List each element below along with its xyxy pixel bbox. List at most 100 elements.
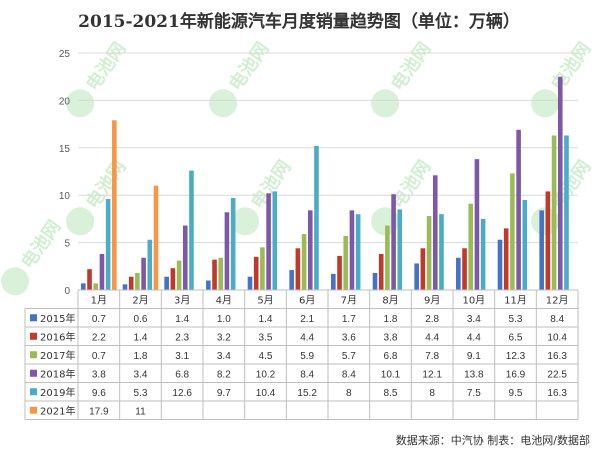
data-table: 1月 2月 3月 4月 5月 6月 7月 8月 9月 10月 11月 12月 2015年 0.7 0.6 1.… (24, 289, 579, 420)
y-tick-label: 25 (59, 49, 71, 60)
data-label: 5.3 (134, 388, 148, 399)
data-label: 6.8 (175, 369, 189, 380)
bar-2018年-9月 (432, 175, 438, 290)
data-label: 8.4 (300, 369, 314, 380)
legend-label: 2016年 (40, 330, 75, 343)
bar-2016年-7月 (337, 255, 342, 290)
y-tick-label: 20 (59, 96, 71, 107)
category-label: 2月 (132, 294, 148, 306)
watermark-logo-icon (231, 207, 260, 236)
data-label: 4.4 (467, 332, 481, 343)
watermark-text: 电池网 (224, 38, 273, 95)
bar-2015年-8月 (372, 272, 378, 290)
data-label: 15.2 (297, 388, 317, 399)
bar-2018年-12月 (557, 76, 563, 290)
bar-2017年-4月 (218, 257, 224, 290)
data-label: 5.7 (342, 351, 356, 362)
legend-label: 2018年 (40, 367, 75, 380)
bar-2017年-8月 (385, 225, 390, 290)
data-label: 12.3 (506, 351, 526, 362)
data-label: 10.4 (547, 332, 567, 343)
legend-label: 2019年 (40, 386, 75, 399)
bar-2015年-11月 (497, 239, 503, 290)
category-label: 6月 (299, 294, 315, 306)
data-label: 9.7 (217, 388, 231, 399)
data-label: 8.4 (550, 314, 564, 325)
legend-swatch (30, 388, 37, 396)
category-label: 3月 (174, 294, 190, 306)
data-label: 4.4 (425, 332, 439, 343)
watermark-logo-icon (531, 89, 560, 118)
category-label: 8月 (382, 294, 398, 306)
bar-2018年-10月 (474, 159, 480, 290)
data-label: 2.2 (92, 332, 106, 343)
bar-2018年-1月 (99, 253, 105, 290)
bar-2017年-7月 (343, 235, 349, 290)
bar-2019年-8月 (397, 209, 403, 290)
data-label: 11 (135, 406, 146, 417)
data-label: 9.6 (92, 388, 106, 399)
data-label: 16.9 (506, 369, 526, 380)
chart-title: 2015-2021年新能源汽车月度销量趋势图（单位：万辆） (78, 11, 520, 32)
data-label: 3.4 (134, 369, 148, 380)
data-label: 7.8 (425, 351, 439, 362)
bar-2018年-3月 (182, 225, 188, 290)
bar-2017年-10月 (468, 203, 474, 290)
data-label: 1.4 (259, 314, 273, 325)
y-tick-label: 5 (64, 239, 70, 250)
data-label: 2.1 (300, 314, 314, 325)
data-label: 3.4 (217, 351, 231, 362)
watermark-logo-icon (209, 89, 238, 118)
bar-2016年-11月 (503, 228, 509, 290)
data-label: 9.1 (467, 351, 481, 362)
data-label: 8.5 (384, 388, 398, 399)
bar-2016年-5月 (253, 256, 259, 290)
bar-2015年-6月 (289, 270, 294, 290)
data-label: 0.7 (92, 314, 106, 325)
bar-2021年-1月 (112, 120, 117, 290)
bar-2017年-3月 (176, 260, 182, 290)
data-label: 10.4 (256, 388, 276, 399)
watermark-mark: 电池网 (66, 38, 130, 118)
data-label: 0.7 (92, 351, 106, 362)
bar-2015年-4月 (206, 280, 211, 290)
data-label: 17.9 (89, 406, 109, 417)
legend-swatch (30, 406, 37, 414)
data-label: 8.4 (342, 369, 356, 380)
bar-2016年-2月 (128, 276, 134, 290)
watermark-text: 电池网 (386, 38, 435, 95)
bar-2015年-5月 (247, 276, 253, 290)
data-label: 10.1 (381, 369, 401, 380)
watermark-text: 电池网 (81, 38, 130, 95)
data-label: 16.3 (547, 388, 567, 399)
bar-2015年-10月 (456, 257, 461, 290)
bar-2017年-11月 (510, 173, 515, 290)
data-label: 16.3 (547, 351, 567, 362)
data-label: 3.1 (175, 351, 189, 362)
bar-2018年-6月 (307, 210, 313, 290)
category-label: 7月 (341, 294, 357, 306)
data-label: 3.5 (259, 332, 273, 343)
bar-2015年-9月 (414, 263, 419, 290)
bar-2019年-9月 (439, 214, 444, 290)
watermark-text: 电池网 (16, 216, 65, 273)
category-label: 1月 (91, 294, 107, 306)
bar-2017年-1月 (93, 283, 99, 290)
gridlines (78, 52, 578, 291)
watermark-logo-icon (1, 267, 30, 296)
bar-2019年-3月 (189, 170, 194, 290)
category-label: 10月 (462, 294, 485, 306)
data-label: 6.8 (384, 351, 398, 362)
bar-2021年-2月 (153, 185, 159, 290)
bar-2015年-7月 (331, 273, 336, 290)
data-label: 2.8 (425, 314, 439, 325)
bar-2015年-3月 (164, 276, 169, 290)
y-tick-label: 0 (64, 286, 70, 297)
watermark-logo-icon (66, 207, 95, 236)
bar-2019年-6月 (314, 145, 319, 290)
data-label: 13.8 (464, 369, 484, 380)
bar-2017年-9月 (426, 216, 432, 290)
legend-label: 2015年 (40, 312, 75, 325)
legend-swatch (30, 332, 37, 340)
